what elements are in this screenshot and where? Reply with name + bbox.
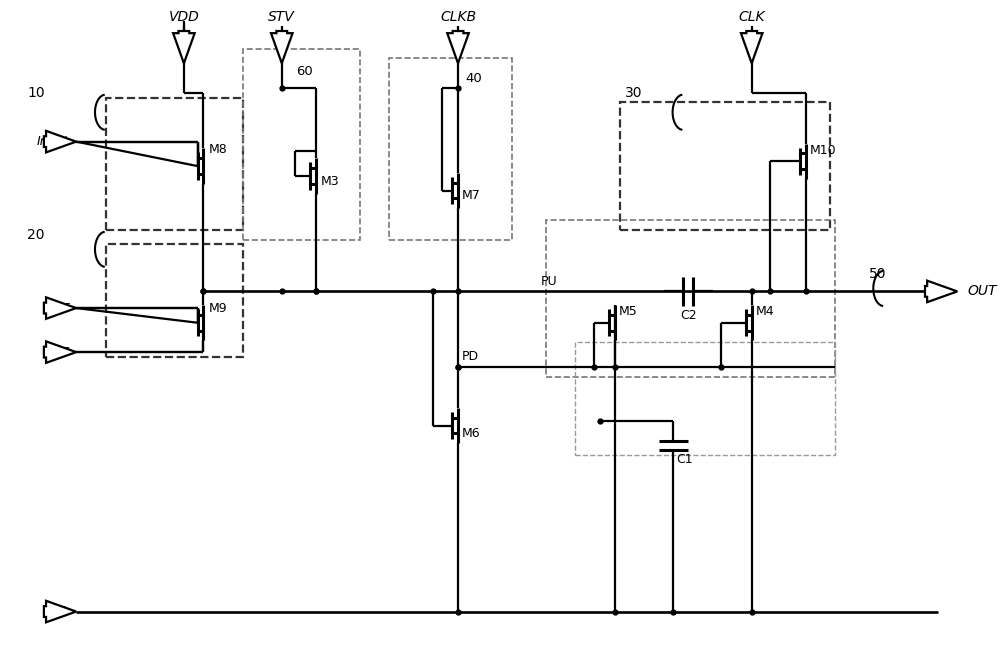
Text: VGL: VGL (44, 605, 69, 618)
Text: PD: PD (462, 350, 479, 363)
Polygon shape (447, 31, 469, 63)
Polygon shape (741, 31, 762, 63)
Text: 50: 50 (869, 267, 887, 281)
Text: CLKB: CLKB (440, 10, 476, 24)
Text: 40: 40 (466, 72, 483, 85)
Bar (106, 97, 243, 230)
Text: M3: M3 (321, 175, 340, 187)
Bar (243, 48, 360, 239)
Text: Input: Input (37, 135, 69, 148)
Text: VDD: VDD (169, 10, 199, 24)
Text: M4: M4 (756, 305, 774, 318)
Text: 10: 10 (27, 86, 45, 99)
Text: M8: M8 (208, 143, 227, 157)
Text: 20: 20 (27, 228, 45, 242)
Bar (389, 58, 512, 239)
Text: C1: C1 (676, 453, 693, 466)
Polygon shape (44, 341, 76, 363)
Text: M9: M9 (208, 302, 227, 315)
Bar (106, 245, 243, 357)
Bar (620, 102, 830, 230)
Text: M6: M6 (462, 427, 481, 440)
Text: M10: M10 (809, 144, 836, 157)
Text: 60: 60 (296, 65, 313, 78)
Polygon shape (925, 281, 957, 302)
Text: C2: C2 (680, 309, 696, 322)
Text: OUT: OUT (967, 284, 997, 298)
Text: M7: M7 (462, 189, 481, 202)
Text: VSS: VSS (46, 345, 69, 359)
Bar (546, 220, 835, 376)
Text: STV: STV (268, 10, 295, 24)
Text: PU: PU (541, 274, 558, 288)
Polygon shape (44, 297, 76, 319)
Polygon shape (173, 31, 195, 63)
Polygon shape (44, 131, 76, 153)
Text: CLK: CLK (738, 10, 765, 24)
Polygon shape (271, 31, 293, 63)
Text: 30: 30 (624, 86, 642, 99)
Polygon shape (44, 601, 76, 622)
Text: RST: RST (45, 302, 69, 314)
Text: M5: M5 (619, 305, 637, 318)
Bar (575, 342, 835, 455)
